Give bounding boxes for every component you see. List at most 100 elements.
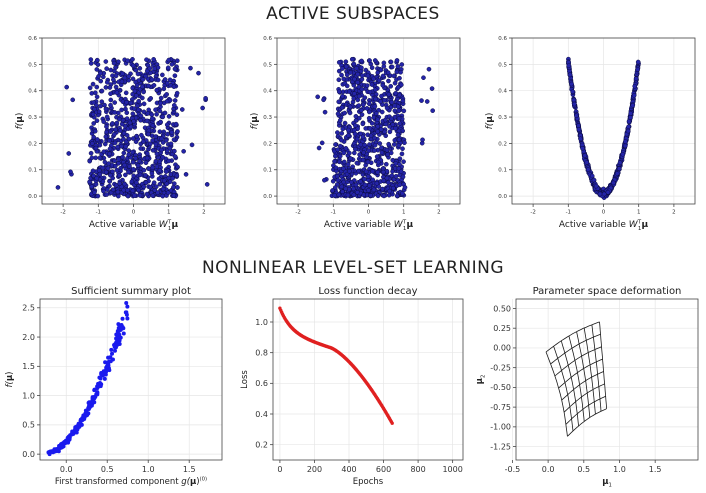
- scatter-point: [92, 394, 97, 399]
- scatter-point: [394, 69, 400, 75]
- scatter-point: [108, 172, 113, 178]
- scatter-point: [383, 161, 389, 167]
- scatter-point: [395, 64, 401, 69]
- scatter-point: [104, 114, 110, 120]
- scatter-point: [370, 177, 376, 183]
- scatter-point: [135, 107, 141, 113]
- scatter-point: [375, 129, 381, 134]
- scatter-point: [365, 73, 371, 79]
- scatter-point: [391, 73, 397, 79]
- scatter-point: [107, 151, 112, 157]
- scatter-point: [112, 348, 117, 353]
- x-tick-label: 0: [132, 210, 136, 216]
- scatter-point: [351, 127, 357, 133]
- scatter-point: [424, 99, 430, 104]
- scatter-point: [143, 73, 149, 79]
- scatter-point: [94, 94, 100, 100]
- y-tick-label: 1.0: [255, 318, 268, 327]
- scatter-point: [375, 193, 381, 199]
- scatter-point: [319, 140, 325, 146]
- scatter-point: [120, 316, 125, 321]
- scatter-point: [635, 59, 641, 65]
- scatter-point: [633, 76, 639, 82]
- scatter-point: [88, 61, 94, 66]
- scatter-point: [161, 86, 167, 92]
- scatter-point: [611, 180, 616, 186]
- scatter-point: [120, 325, 125, 330]
- scatter-point: [94, 137, 100, 142]
- grid-line-horizontal: [563, 383, 605, 413]
- scatter-point: [336, 60, 342, 65]
- x-tick-label: 600: [376, 465, 391, 474]
- scatter-point: [137, 193, 143, 198]
- y-tick-label: 0.3: [28, 115, 37, 121]
- scatter-point: [68, 169, 73, 175]
- scatter-point: [335, 177, 341, 183]
- plot-frame: [515, 298, 699, 461]
- scatter-point: [102, 159, 108, 165]
- y-tick-label: 0.50: [493, 304, 511, 313]
- scatter-point: [148, 96, 154, 101]
- scatter-point: [571, 101, 577, 107]
- scatter-point: [392, 142, 397, 147]
- scatter-point: [396, 116, 402, 121]
- scatter-point: [110, 351, 115, 356]
- scatter-point: [574, 113, 579, 119]
- scatter-point: [175, 129, 180, 134]
- y-tick-label: 0.2: [255, 440, 268, 449]
- scatter-point: [97, 155, 103, 161]
- scatter-point: [95, 193, 101, 199]
- scatter-point: [102, 102, 107, 108]
- scatter-point: [103, 85, 109, 90]
- scatter-point: [124, 99, 129, 105]
- scatter-point: [157, 168, 163, 173]
- x-tick-label: -2: [60, 210, 65, 216]
- scatter-point: [375, 123, 381, 129]
- scatter-point: [129, 179, 135, 185]
- scatter-point: [631, 93, 637, 98]
- scatter-point: [134, 180, 139, 185]
- x-tick-label: -0.5: [505, 465, 521, 474]
- loss-function-decay-plot: 0 200 400 600 800 1000 0.2 0.4 0.6 0.8 1.0 Loss fun…: [240, 286, 464, 487]
- x-tick-label: 800: [410, 465, 425, 474]
- scatter-point: [360, 157, 366, 163]
- scatter-point: [166, 158, 172, 164]
- scatter-point: [398, 82, 404, 88]
- scatter-point: [376, 107, 382, 113]
- scatter-point: [386, 91, 392, 97]
- scatter-point: [110, 121, 115, 126]
- scatter-point: [356, 168, 361, 174]
- scatter-point: [91, 173, 97, 179]
- scatter-point: [174, 90, 180, 96]
- scatter-point: [392, 137, 398, 143]
- scatter-point: [114, 336, 119, 341]
- scatter-point: [164, 181, 170, 187]
- scatter-point: [117, 173, 122, 178]
- scatter-point: [97, 142, 103, 148]
- scatter-point: [332, 193, 338, 198]
- scatter-point: [97, 375, 102, 380]
- scatter-point: [93, 90, 98, 96]
- scatter-point: [162, 110, 168, 116]
- scatter-point: [400, 146, 405, 152]
- y-tick-label: 0.6: [255, 379, 268, 388]
- scatter-point: [130, 188, 136, 194]
- scatter-point: [589, 173, 595, 179]
- active-subspace-plot-1: -2 -1 0 1 2 0.0 0.1 0.2 0.3 0.4 0.5 0.6 Active varia…: [15, 36, 226, 232]
- scatter-point: [167, 179, 173, 185]
- scatter-point: [379, 150, 385, 156]
- scatter-point: [346, 168, 352, 174]
- scatter-point: [99, 88, 105, 94]
- plot-frame: [39, 298, 223, 461]
- scatter-point: [370, 169, 375, 174]
- scatter-point: [160, 193, 166, 199]
- scatter-point: [120, 71, 125, 77]
- scatter-point: [144, 191, 150, 197]
- scatter-point: [152, 66, 157, 71]
- scatter-point: [380, 73, 386, 79]
- scatter-point: [203, 95, 208, 101]
- scatter-point: [381, 169, 386, 175]
- scatter-point: [123, 144, 129, 149]
- scatter-point: [108, 129, 113, 134]
- scatter-point: [430, 108, 436, 113]
